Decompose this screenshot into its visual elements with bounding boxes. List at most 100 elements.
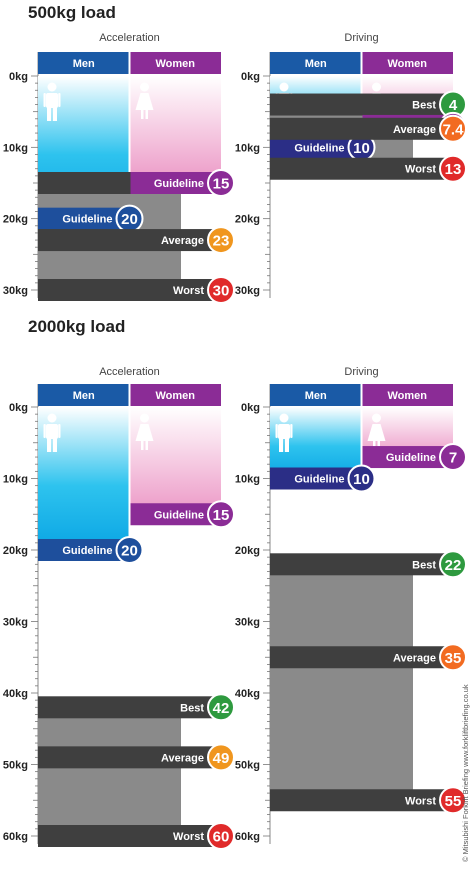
value-badge-number: 55 [445, 793, 462, 810]
chart-panel-1: 500kg load Acceleration 0kg 10kg 20kg 30kg Men… [3, 3, 235, 304]
row-bar-best [38, 696, 221, 719]
y-tick-label: 20kg [235, 545, 260, 557]
row-label-best: Best [180, 702, 204, 714]
y-tick-label: 60kg [3, 831, 28, 843]
men-header [270, 384, 361, 406]
female-figure-icon [135, 82, 154, 119]
women-header [130, 52, 221, 74]
row-bar-average [270, 117, 453, 140]
value-badge-guideline [347, 464, 376, 493]
row-label-best: Best [412, 100, 436, 112]
value-badge-worst [439, 786, 467, 815]
y-tick-label: 40kg [3, 688, 28, 700]
value-badge-number: 23 [213, 233, 230, 250]
women-header [362, 52, 453, 74]
y-tick-label: 30kg [235, 617, 260, 629]
row-bar-guideline [38, 539, 130, 561]
section-title: 2000kg load [28, 317, 125, 336]
value-badge-number: 20 [121, 543, 138, 560]
y-tick-label: 0kg [9, 402, 28, 414]
value-badge-number: 60 [213, 829, 230, 846]
row-bar-average [38, 746, 221, 769]
panel-subtitle: Driving [344, 32, 378, 44]
value-badge-guideline [207, 500, 235, 529]
row-label-guideline: Guideline [294, 474, 344, 486]
row-label-average: Average [161, 752, 204, 764]
women-header [130, 384, 221, 406]
women-header-label: Women [387, 58, 427, 70]
row-bar-worst [38, 279, 221, 301]
y-tick-label: 30kg [3, 617, 28, 629]
men-header-label: Men [305, 58, 327, 70]
y-tick-label: 10kg [3, 474, 28, 486]
value-badge-number: 7.4 [443, 121, 465, 138]
value-badge-best [439, 550, 467, 579]
panel-subtitle: Driving [344, 366, 378, 378]
row-bar-average [270, 646, 453, 669]
men-header [270, 52, 361, 74]
value-badge-number: 4 [449, 97, 458, 114]
value-badge-number: 13 [445, 161, 462, 178]
y-tick-label: 10kg [3, 142, 28, 154]
value-badge-worst [207, 822, 235, 850]
value-badge-number: 20 [121, 211, 138, 228]
men-header [38, 384, 129, 406]
row-bar-best [270, 93, 453, 116]
panel-subtitle: Acceleration [99, 32, 160, 44]
row-label-best: Best [412, 559, 436, 571]
value-badge-average [439, 114, 467, 143]
row-label-worst: Worst [173, 285, 204, 297]
chart-panel-3: 2000kg load Acceleration 0kg 10kg 20kg 30kg 40… [3, 317, 235, 850]
row-bar-worst [270, 157, 453, 180]
y-tick-label: 30kg [235, 285, 260, 297]
row-bar-worst [38, 825, 221, 847]
value-badge-average [207, 743, 235, 772]
row-label-guideline: Guideline [386, 452, 436, 464]
row-bar-guideline [38, 207, 130, 230]
row-label-guideline: Guideline [154, 509, 204, 521]
section-title: 500kg load [28, 3, 116, 22]
y-tick-label: 20kg [3, 214, 28, 226]
women-header [362, 384, 453, 406]
value-badge-number: 42 [213, 700, 230, 717]
value-badge-best [207, 693, 235, 722]
row-label-average: Average [393, 652, 436, 664]
y-tick-label: 0kg [241, 402, 260, 414]
men-header-label: Men [73, 58, 95, 70]
value-badge-number: 10 [353, 471, 370, 488]
row-label-average: Average [161, 235, 204, 247]
y-tick-label: 10kg [235, 142, 260, 154]
value-badge-number: 49 [213, 750, 230, 767]
value-badge-guideline [115, 536, 144, 564]
value-badge-worst [207, 276, 235, 304]
female-figure-icon [367, 413, 386, 450]
y-tick-label: 60kg [235, 831, 260, 843]
male-figure-icon [43, 413, 61, 452]
men-header-label: Men [73, 390, 95, 402]
male-figure-icon [275, 413, 293, 452]
row-bar-guideline [362, 446, 453, 469]
y-tick-label: 50kg [3, 760, 28, 772]
y-tick-label: 40kg [235, 688, 260, 700]
y-tick-label: 50kg [235, 760, 260, 772]
value-badge-guideline [439, 443, 467, 472]
row-bar-average [38, 229, 221, 252]
men-header-label: Men [305, 390, 327, 402]
row-bar-guideline [270, 467, 362, 490]
row-label-worst: Worst [405, 164, 436, 176]
row-bar-best [270, 553, 453, 576]
row-label-guideline: Guideline [154, 178, 204, 190]
y-tick-label: 10kg [235, 474, 260, 486]
value-badge-number: 30 [213, 283, 230, 300]
credit-text: © Mitsubishi Forklift Briefing www.forkl… [461, 684, 470, 862]
value-badge-number: 15 [213, 507, 230, 524]
female-figure-icon [135, 413, 154, 450]
row-bar-guideline [130, 172, 221, 194]
value-badge-number: 35 [445, 650, 462, 667]
women-guideline-bar [130, 76, 221, 183]
row-bar-worst [270, 789, 453, 812]
actual-range-band [270, 564, 413, 801]
row-label-guideline: Guideline [62, 545, 112, 557]
